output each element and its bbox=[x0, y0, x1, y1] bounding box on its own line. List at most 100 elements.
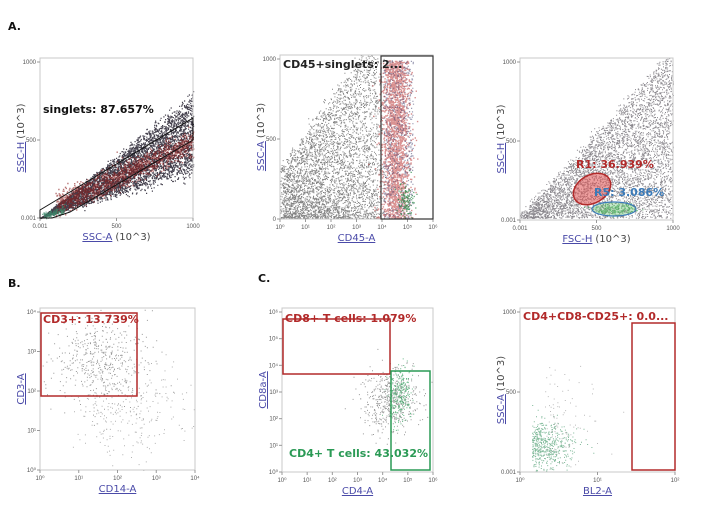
y-axis-label: CD8a-A bbox=[258, 371, 269, 409]
x-axis-name: FSC-H bbox=[562, 234, 592, 245]
y-tick-label: 10² bbox=[269, 417, 278, 423]
event-points bbox=[40, 55, 674, 472]
x-axis-unit: (10^3) bbox=[595, 234, 630, 245]
x-axis-label: BL2-A bbox=[583, 486, 612, 497]
gate-r1[interactable] bbox=[568, 167, 617, 211]
gate-cd4[interactable] bbox=[390, 370, 431, 471]
y-axis-unit: (10^3) bbox=[256, 103, 267, 138]
x-axis-name: CD4-A bbox=[342, 486, 373, 497]
event-dots bbox=[583, 202, 644, 218]
y-tick-label: 500 bbox=[26, 138, 37, 144]
y-tick-label: 10⁴ bbox=[27, 309, 37, 316]
gate-label-r5: R5: 3.086% bbox=[594, 186, 664, 199]
y-axis-name: SSC-A bbox=[256, 141, 267, 171]
event-dots bbox=[40, 91, 195, 220]
plot-frames bbox=[39, 54, 676, 473]
y-tick-label: 10¹ bbox=[269, 443, 278, 449]
y-axis-unit: (10^3) bbox=[496, 104, 507, 139]
x-tick-label: 10¹ bbox=[301, 225, 310, 231]
x-tick-label: 1000 bbox=[666, 226, 680, 232]
y-axis-name: SSC-A bbox=[496, 394, 507, 424]
y-tick-label: 500 bbox=[506, 139, 517, 145]
y-axis-label: SSC-H (10^3) bbox=[16, 103, 27, 172]
y-axis-label: SSC-H (10^3) bbox=[496, 104, 507, 173]
x-tick-label: 10² bbox=[327, 225, 336, 231]
gate-cd8[interactable] bbox=[282, 318, 391, 375]
event-dots bbox=[368, 60, 419, 220]
x-tick-label: 10¹ bbox=[303, 478, 312, 484]
gate-label-r1: R1: 36.939% bbox=[576, 158, 654, 171]
event-dots bbox=[394, 169, 418, 219]
x-axis-name: SSC-A bbox=[82, 232, 112, 243]
y-tick-label: 0.001 bbox=[501, 470, 517, 476]
panel-label-c: C. bbox=[258, 272, 270, 285]
y-tick-label: 10⁰ bbox=[27, 467, 37, 474]
x-axis-name: CD45-A bbox=[338, 233, 376, 244]
y-tick-label: 1000 bbox=[503, 310, 517, 316]
gate-cd45-singlets[interactable] bbox=[380, 55, 434, 220]
x-axis-name: CD14-A bbox=[99, 484, 137, 495]
x-axis-label: SSC-A (10^3) bbox=[82, 232, 150, 243]
y-tick-label: 10⁶ bbox=[269, 309, 279, 316]
event-dots bbox=[344, 348, 433, 445]
gate-label-cd3: CD3+: 13.739% bbox=[43, 313, 139, 326]
gate-cd25[interactable] bbox=[631, 322, 676, 471]
x-tick-label: 0.001 bbox=[512, 226, 528, 232]
event-dots bbox=[55, 126, 195, 219]
x-tick-label: 10⁰ bbox=[277, 477, 287, 484]
gate-label-singlets: singlets: 87.657% bbox=[43, 103, 154, 116]
panel-label-b: B. bbox=[8, 277, 21, 290]
y-tick-label: 500 bbox=[266, 137, 277, 143]
y-axis-label: SSC-A (10^3) bbox=[256, 103, 267, 171]
event-dots bbox=[383, 60, 415, 219]
y-tick-label: 10¹ bbox=[27, 429, 36, 435]
x-tick-label: 10² bbox=[113, 476, 122, 482]
event-dots bbox=[280, 55, 391, 220]
y-tick-label: 500 bbox=[506, 390, 517, 396]
panel-label-a: A. bbox=[8, 20, 21, 33]
gate-label-cd8: CD8+ T cells: 1.079% bbox=[285, 312, 416, 325]
event-dots bbox=[532, 405, 595, 472]
x-tick-label: 10⁰ bbox=[275, 224, 285, 231]
gate-label-cd45: CD45+singlets: 2... bbox=[283, 58, 402, 71]
y-tick-label: 10⁰ bbox=[269, 469, 279, 476]
x-axis-label: FSC-H (10^3) bbox=[562, 234, 630, 245]
gate-label-cd4: CD4+ T cells: 43.032% bbox=[289, 447, 428, 460]
y-axis-unit: (10^3) bbox=[16, 103, 27, 138]
y-axis-label: SSC-A (10^3) bbox=[496, 356, 507, 424]
y-axis-name: SSC-H bbox=[496, 143, 507, 174]
x-tick-label: 10⁴ bbox=[190, 475, 200, 482]
x-tick-label: 10⁰ bbox=[35, 475, 45, 482]
event-dots bbox=[42, 309, 175, 430]
x-tick-label: 0.001 bbox=[32, 224, 48, 230]
x-tick-label: 10¹ bbox=[593, 478, 602, 484]
x-tick-label: 10¹ bbox=[74, 476, 83, 482]
x-tick-label: 10⁵ bbox=[403, 477, 413, 484]
event-dots bbox=[71, 323, 195, 471]
y-axis-name: CD3-A bbox=[16, 373, 27, 404]
gate-cd3[interactable] bbox=[40, 312, 138, 397]
x-tick-label: 500 bbox=[591, 226, 602, 232]
x-tick-label: 10² bbox=[328, 478, 337, 484]
x-tick-label: 10⁴ bbox=[377, 224, 387, 231]
y-tick-label: 1000 bbox=[23, 60, 37, 66]
x-tick-label: 1000 bbox=[186, 224, 200, 230]
x-axis-label: CD14-A bbox=[99, 484, 137, 495]
x-tick-label: 10² bbox=[671, 478, 680, 484]
y-axis-name: CD8a-A bbox=[258, 371, 269, 409]
x-tick-label: 10⁶ bbox=[428, 224, 438, 231]
event-dots bbox=[382, 358, 415, 431]
gate-singlets[interactable] bbox=[39, 117, 194, 219]
x-tick-label: 10³ bbox=[353, 478, 362, 484]
x-axis-unit: (10^3) bbox=[115, 232, 150, 243]
x-tick-label: 10⁰ bbox=[515, 477, 525, 484]
y-tick-label: 0 bbox=[273, 217, 277, 223]
y-tick-label: 1000 bbox=[503, 60, 517, 66]
y-axis-label: CD3-A bbox=[16, 373, 27, 404]
gate-r5[interactable] bbox=[591, 201, 637, 217]
y-tick-label: 10³ bbox=[27, 350, 36, 356]
x-tick-label: 10⁶ bbox=[428, 477, 438, 484]
event-dots bbox=[520, 58, 674, 219]
x-tick-label: 10³ bbox=[352, 225, 361, 231]
